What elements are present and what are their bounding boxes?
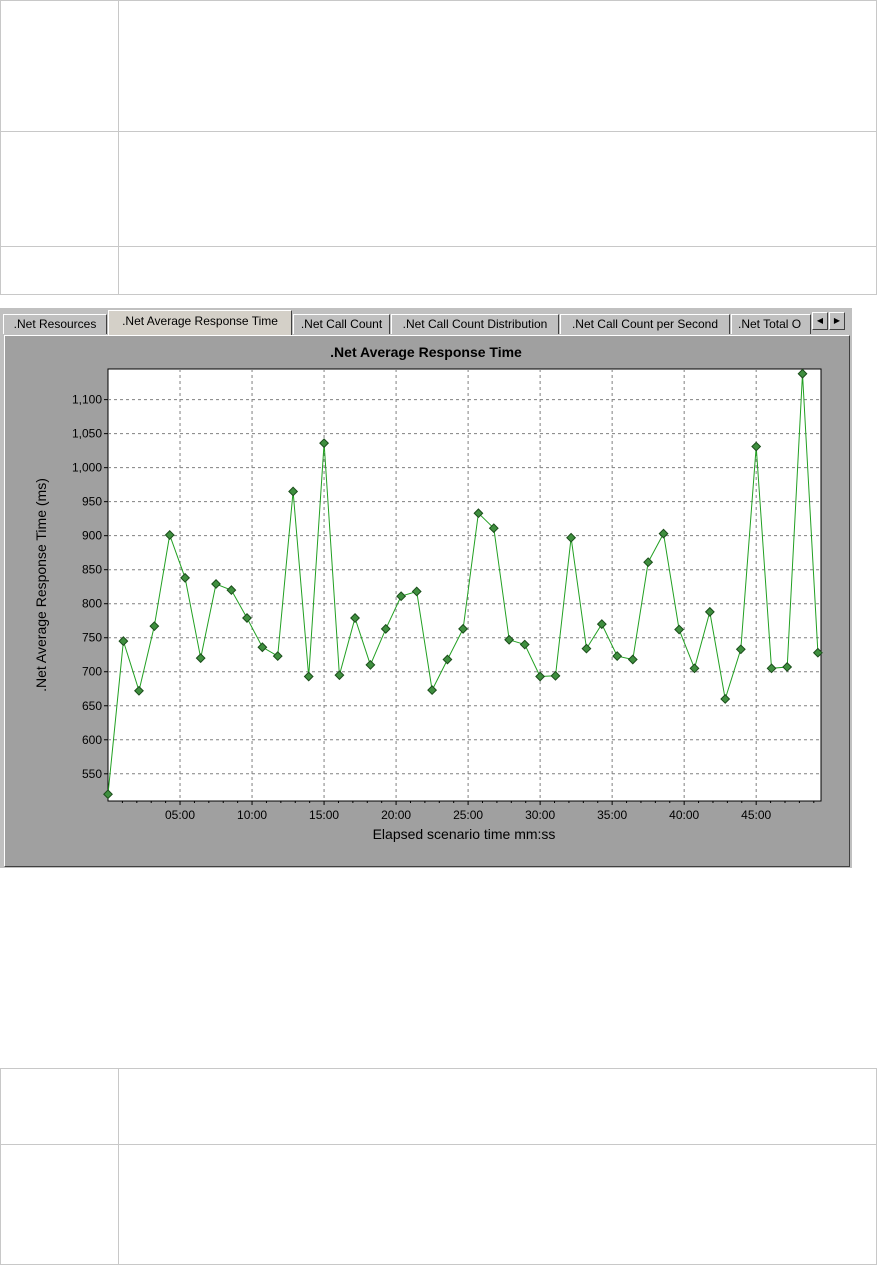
data-point <box>704 606 715 617</box>
tab-net-resources[interactable]: .Net Resources <box>3 314 107 334</box>
x-tick-label: 40:00 <box>669 808 699 822</box>
tab-net-call-count-per-second[interactable]: .Net Call Count per Second <box>560 314 730 334</box>
data-point <box>720 694 731 704</box>
tab-net-call-count[interactable]: .Net Call Count <box>293 314 390 334</box>
document-table-top <box>0 0 877 295</box>
data-point <box>473 508 484 519</box>
x-tick-label: 25:00 <box>453 808 483 822</box>
graph-window: .Net Resources .Net Average Response Tim… <box>0 308 852 868</box>
x-tick-label: 45:00 <box>741 808 771 822</box>
data-point <box>380 623 391 634</box>
chart-panel: .Net Average Response Time 550 600 650 700 7… <box>4 335 850 867</box>
arrow-right-icon[interactable]: ▶ <box>829 312 845 330</box>
data-point <box>272 651 283 662</box>
grid-lines <box>108 369 821 801</box>
data-point <box>488 523 499 534</box>
data-point <box>149 621 160 632</box>
y-tick-label: 850 <box>82 563 102 577</box>
table-cell <box>118 246 877 295</box>
x-axis-label: Elapsed scenario time mm:ss <box>373 826 556 842</box>
arrow-left-icon[interactable]: ◀ <box>812 312 828 330</box>
y-tick-label: 750 <box>82 631 102 645</box>
data-point <box>396 591 407 602</box>
data-point <box>735 644 746 655</box>
table-cell <box>0 1068 119 1145</box>
y-tick-label: 950 <box>82 495 102 509</box>
data-point <box>612 651 623 662</box>
data-point <box>334 670 345 681</box>
document-table-bottom <box>0 1068 877 1265</box>
data-point <box>596 619 607 630</box>
y-axis-label: .Net Average Response Time (ms) <box>33 478 49 692</box>
table-cell <box>0 1144 119 1265</box>
data-point <box>350 613 360 623</box>
data-point <box>751 441 762 452</box>
data-point <box>365 659 376 670</box>
x-tick-label: 15:00 <box>309 808 339 822</box>
data-point <box>319 438 330 449</box>
y-tick-label: 1,000 <box>72 461 102 475</box>
tab-bar: .Net Resources .Net Average Response Tim… <box>0 308 852 335</box>
data-point <box>180 572 191 583</box>
data-point <box>535 671 546 682</box>
data-point <box>581 643 592 654</box>
x-tick-label: 05:00 <box>165 808 195 822</box>
data-point <box>411 586 422 597</box>
data-point <box>211 579 221 589</box>
data-point <box>658 528 669 539</box>
table-cell <box>118 131 877 247</box>
data-point <box>303 671 314 682</box>
x-tick-label: 30:00 <box>525 808 555 822</box>
y-tick-label: 900 <box>82 529 102 543</box>
data-point <box>288 486 299 497</box>
x-tick-label: 20:00 <box>381 808 411 822</box>
data-point <box>812 647 823 658</box>
y-tick-label: 700 <box>82 665 102 679</box>
tab-net-average-response-time[interactable]: .Net Average Response Time <box>108 310 292 335</box>
data-point <box>766 663 777 674</box>
data-point <box>195 653 206 664</box>
data-point <box>797 368 808 379</box>
y-tick-label: 600 <box>82 733 102 747</box>
data-point <box>242 613 252 623</box>
table-cell <box>118 1144 877 1265</box>
y-tick-label: 1,050 <box>72 427 102 441</box>
data-point <box>566 532 577 543</box>
data-point <box>627 654 638 665</box>
data-point <box>427 685 438 696</box>
chart-title: .Net Average Response Time <box>330 344 522 360</box>
data-point <box>226 585 237 596</box>
table-cell <box>0 131 119 247</box>
data-point <box>134 685 144 696</box>
data-point <box>257 642 268 653</box>
data-point <box>103 789 113 800</box>
y-tick-label: 1,100 <box>72 393 102 407</box>
data-markers <box>103 368 823 800</box>
data-point <box>643 557 654 568</box>
x-tick-label: 10:00 <box>237 808 267 822</box>
tab-net-call-count-distribution[interactable]: .Net Call Count Distribution <box>391 314 559 334</box>
line-chart: .Net Average Response Time 550 600 650 700 7… <box>33 344 823 842</box>
data-point <box>550 670 561 681</box>
y-tick-label: 800 <box>82 597 102 611</box>
data-point <box>118 636 129 647</box>
y-tick-label: 550 <box>82 767 102 781</box>
tab-net-total[interactable]: .Net Total O <box>731 314 811 334</box>
y-tick-label: 650 <box>82 699 102 713</box>
data-point <box>782 662 793 672</box>
x-tick-label: 35:00 <box>597 808 627 822</box>
data-point <box>519 639 530 650</box>
data-point <box>504 634 515 645</box>
table-cell <box>0 246 119 295</box>
table-cell <box>0 0 119 132</box>
plot-area <box>107 368 822 802</box>
table-cell <box>118 1068 877 1145</box>
data-point <box>689 663 700 674</box>
data-point <box>458 623 469 634</box>
table-cell <box>118 0 877 132</box>
data-point <box>442 654 453 665</box>
data-point <box>164 530 175 540</box>
data-point <box>674 624 685 635</box>
axis-ticks: 550 600 650 700 750 800 850 900 950 1,000 1,050 1,1… <box>72 393 815 822</box>
